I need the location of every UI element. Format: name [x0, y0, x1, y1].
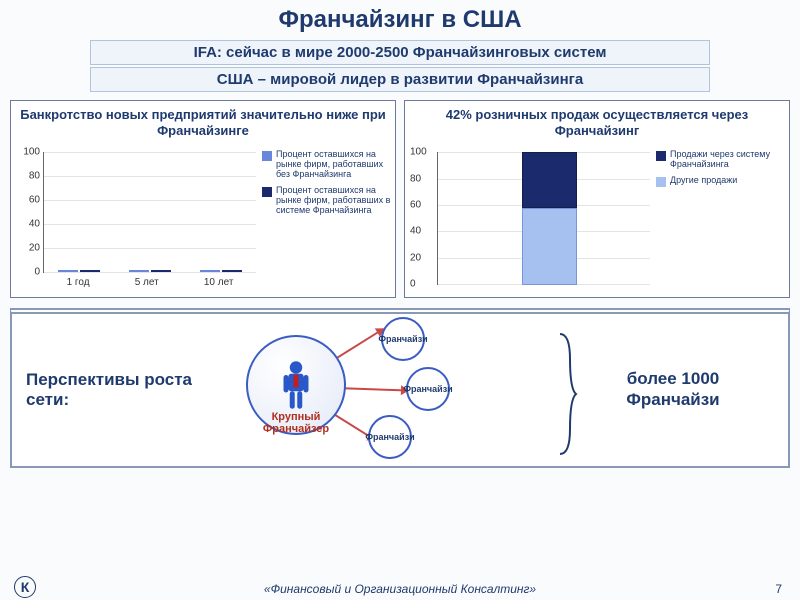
- charts-row: Банкротство новых предприятий значительн…: [10, 100, 790, 298]
- legend-text: Другие продажи: [670, 176, 737, 186]
- y-tick: 60: [29, 195, 40, 206]
- conclusion-text: более 1000 Франчайзи: [588, 369, 758, 410]
- network-graphic: Крупный Франчайзер Франчайзи Франчайзи Ф…: [206, 315, 486, 465]
- legend-swatch: [262, 187, 272, 197]
- stack-segment: [522, 208, 577, 285]
- legend-item: Процент оставшихся на рынке фирм, работа…: [262, 186, 391, 216]
- y-tick: 80: [410, 173, 421, 184]
- legend-text: Продажи через систему Франчайзинга: [670, 150, 785, 170]
- legend-item: Продажи через систему Франчайзинга: [656, 150, 785, 170]
- right-plot: 020406080100: [437, 152, 650, 285]
- right-chart-title: 42% розничных продаж осуществляется чере…: [405, 101, 789, 146]
- legend-item: Другие продажи: [656, 176, 785, 187]
- bracket-icon: [558, 329, 578, 459]
- franchisee-node: Франчайзи: [368, 415, 412, 459]
- x-label: 1 год: [67, 277, 90, 288]
- hub-circle: Крупный Франчайзер: [246, 335, 346, 435]
- left-chart-title: Банкротство новых предприятий значительн…: [11, 101, 395, 146]
- y-tick: 0: [34, 267, 40, 278]
- hub-label: Крупный Франчайзер: [248, 412, 344, 435]
- y-tick: 20: [29, 243, 40, 254]
- page-number: 7: [775, 582, 782, 596]
- legend-text: Процент оставшихся на рынке фирм, работа…: [276, 150, 391, 180]
- franchisee-node: Франчайзи: [381, 317, 425, 361]
- y-tick: 80: [29, 171, 40, 182]
- stack-segment: [522, 152, 577, 208]
- y-tick: 40: [410, 226, 421, 237]
- legend-swatch: [656, 151, 666, 161]
- subtitle-ifa: IFA: сейчас в мире 2000-2500 Франчайзинг…: [90, 40, 710, 65]
- footer: «Финансовый и Организационный Консалтинг…: [0, 582, 800, 596]
- y-tick: 60: [410, 199, 421, 210]
- x-label: 5 лет: [135, 277, 159, 288]
- legend-item: Процент оставшихся на рынке фирм, работа…: [262, 150, 391, 180]
- page-title: Франчайзинг в США: [0, 0, 800, 38]
- legend-text: Процент оставшихся на рынке фирм, работа…: [276, 186, 391, 216]
- left-legend: Процент оставшихся на рынке фирм, работа…: [260, 146, 395, 291]
- footer-text: «Финансовый и Организационный Консалтинг…: [264, 582, 536, 596]
- y-tick: 100: [410, 147, 427, 158]
- legend-swatch: [656, 177, 666, 187]
- right-chart-panel: 42% розничных продаж осуществляется чере…: [404, 100, 790, 298]
- legend-swatch: [262, 151, 272, 161]
- y-tick: 100: [23, 147, 40, 158]
- left-chart-panel: Банкротство новых предприятий значительн…: [10, 100, 396, 298]
- y-tick: 0: [410, 279, 416, 290]
- x-label: 10 лет: [204, 277, 234, 288]
- person-icon: [281, 360, 311, 410]
- right-legend: Продажи через систему Франчайзинга Другие…: [654, 146, 789, 291]
- growth-diagram: Перспективы роста сети: Крупный Франчайз…: [10, 308, 790, 468]
- perspectives-label: Перспективы роста сети:: [26, 370, 206, 411]
- y-tick: 20: [410, 252, 421, 263]
- franchisee-node: Франчайзи: [406, 367, 450, 411]
- left-plot: 020406080100 1 год5 лет10 лет: [43, 152, 256, 273]
- y-tick: 40: [29, 219, 40, 230]
- subtitle-usa: США – мировой лидер в развитии Франчайзи…: [90, 67, 710, 92]
